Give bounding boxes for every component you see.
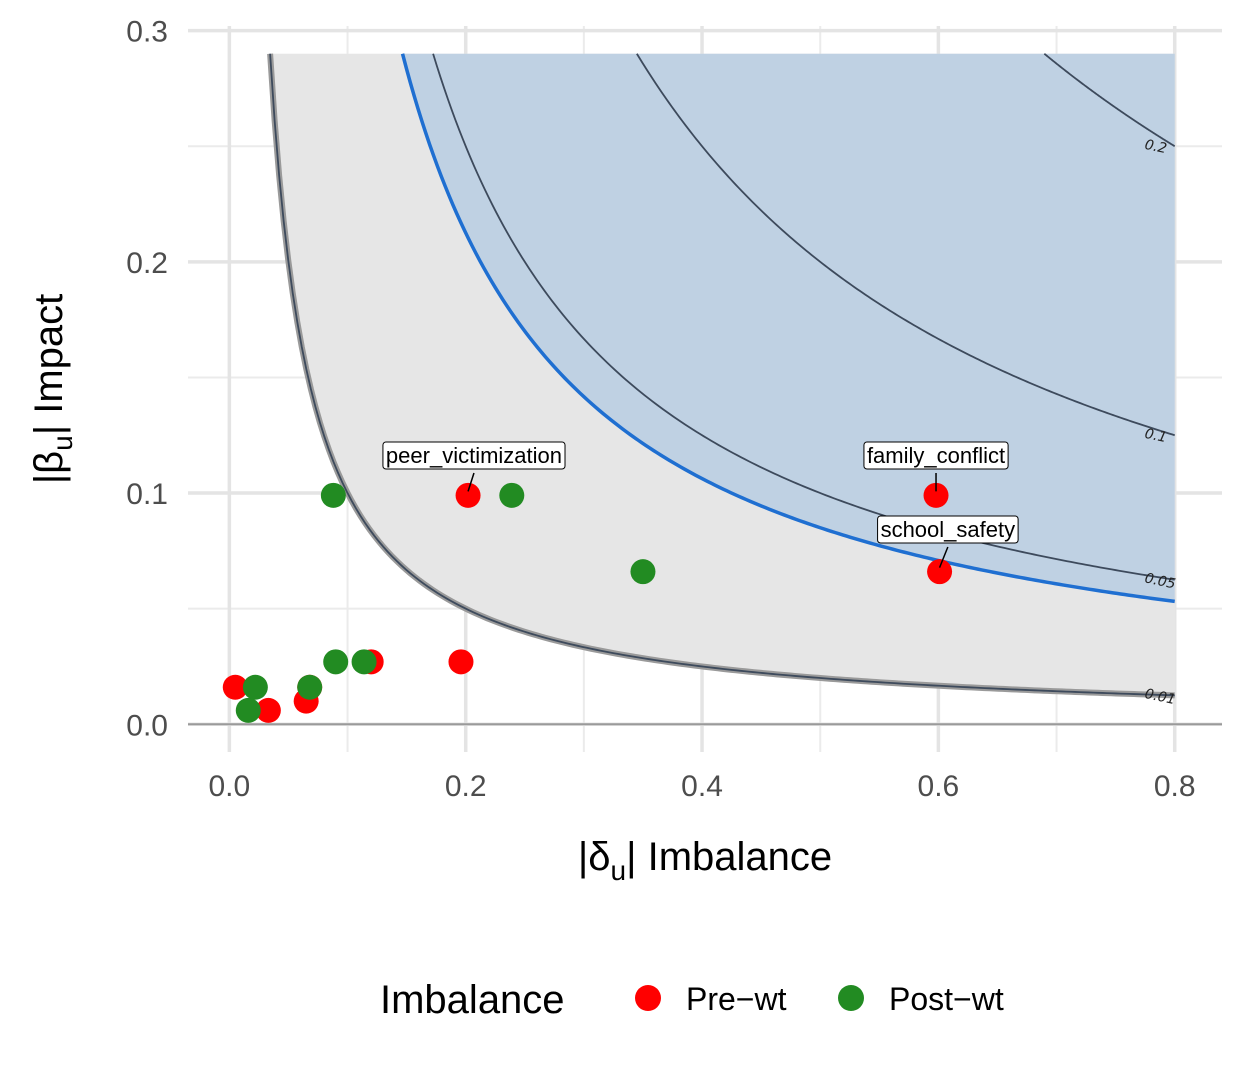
pre-wt-point — [222, 674, 248, 700]
annotation-label: peer_victimization — [386, 443, 562, 468]
contour-label-0.2: 0.2 — [1143, 137, 1168, 157]
pre-wt-point — [255, 697, 281, 723]
annotation-box — [877, 515, 1019, 544]
contour-lines: 0.01 0.05 0.1 0.2 — [267, 53, 1177, 708]
annotation-label: school_safety — [881, 517, 1016, 542]
post-wt-point — [320, 482, 346, 508]
point-annotations: peer_victimization family_conflict school_… — [382, 441, 1019, 568]
x-tick-label: 0.6 — [918, 770, 960, 803]
legend-title: Imbalance — [380, 978, 565, 1022]
contour-0.01 — [269, 53, 1175, 697]
post-wt-point — [242, 674, 268, 700]
post-wt-point — [351, 649, 377, 675]
pre-wt-point — [448, 649, 474, 675]
legend: Imbalance Pre−wt Post−wt — [380, 978, 1004, 1022]
shaded-regions — [270, 53, 1175, 696]
post-wt-point — [235, 697, 261, 723]
x-tick-label: 0.2 — [445, 770, 487, 803]
post-wt-point — [499, 482, 525, 508]
legend-label: Post−wt — [889, 981, 1004, 1017]
contour-0.2 — [1043, 53, 1176, 147]
y-axis-title: |βu| Impact — [27, 294, 78, 485]
data-points — [222, 482, 953, 723]
legend-key — [838, 985, 864, 1011]
reference-curve — [400, 53, 1175, 604]
contour-label-0.01: 0.01 — [1143, 686, 1177, 708]
annotation-leader — [938, 546, 949, 568]
annotation-leader — [467, 472, 475, 492]
axes: 0.0 0.2 0.4 0.6 0.8 0.0 0.1 0.2 0.3 |δu| Imbalanc… — [27, 16, 1222, 886]
contour-label-0.1: 0.1 — [1143, 426, 1168, 446]
pre-wt-point — [923, 482, 949, 508]
pre-wt-point — [927, 559, 953, 585]
contour-0.1 — [636, 53, 1175, 437]
contour-0.05 — [432, 53, 1175, 581]
post-wt-point — [323, 649, 349, 675]
annotation-box — [382, 441, 566, 470]
x-tick-label: 0.4 — [681, 770, 723, 803]
contour-label-0.05: 0.05 — [1143, 570, 1177, 592]
x-tick-label: 0.0 — [209, 770, 251, 803]
legend-key — [635, 985, 661, 1011]
y-tick-label: 0.1 — [126, 478, 168, 511]
x-tick-label: 0.8 — [1154, 770, 1196, 803]
post-wt-point — [630, 559, 656, 585]
x-axis-title: |δu| Imbalance — [578, 835, 832, 886]
annotation-box — [863, 441, 1009, 470]
post-wt-point — [297, 674, 323, 700]
y-tick-label: 0.3 — [126, 16, 168, 49]
y-tick-label: 0.2 — [126, 247, 168, 280]
y-tick-label: 0.0 — [126, 709, 168, 742]
legend-label: Pre−wt — [686, 981, 787, 1017]
pre-wt-point — [455, 482, 481, 508]
annotation-label: family_conflict — [867, 443, 1005, 468]
